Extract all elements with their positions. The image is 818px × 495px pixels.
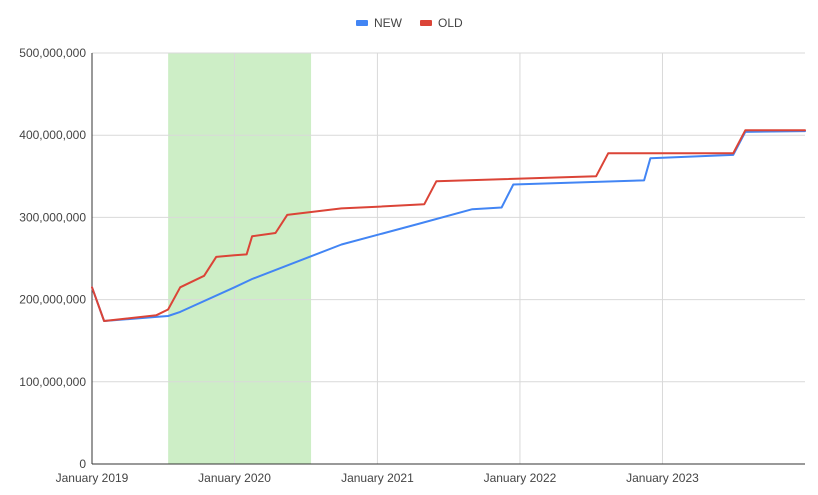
legend-label-old: OLD <box>438 16 463 30</box>
tick-label-layer: 0 100,000,000 200,000,000 300,000,000 400,00… <box>19 46 699 485</box>
legend: NEW OLD <box>356 16 463 30</box>
x-tick-label: January 2020 <box>198 471 271 485</box>
x-tick-label: January 2019 <box>56 471 129 485</box>
highlight-region <box>168 53 312 464</box>
y-tick-label: 0 <box>79 457 86 471</box>
highlight-layer <box>168 53 312 464</box>
y-tick-label: 300,000,000 <box>19 210 86 224</box>
y-tick-label: 400,000,000 <box>19 128 86 142</box>
grid-layer <box>92 52 805 464</box>
series-line-new <box>91 130 806 322</box>
series-layer <box>91 129 806 322</box>
legend-swatch-new <box>356 20 368 26</box>
legend-swatch-old <box>420 20 432 26</box>
series-line-old <box>91 129 806 322</box>
axes-layer <box>91 53 805 465</box>
x-tick-label: January 2022 <box>484 471 557 485</box>
x-tick-label: January 2021 <box>341 471 414 485</box>
y-tick-label: 200,000,000 <box>19 293 86 307</box>
y-tick-label: 500,000,000 <box>19 46 86 60</box>
y-tick-label: 100,000,000 <box>19 375 86 389</box>
legend-label-new: NEW <box>374 16 403 30</box>
x-tick-label: January 2023 <box>626 471 699 485</box>
